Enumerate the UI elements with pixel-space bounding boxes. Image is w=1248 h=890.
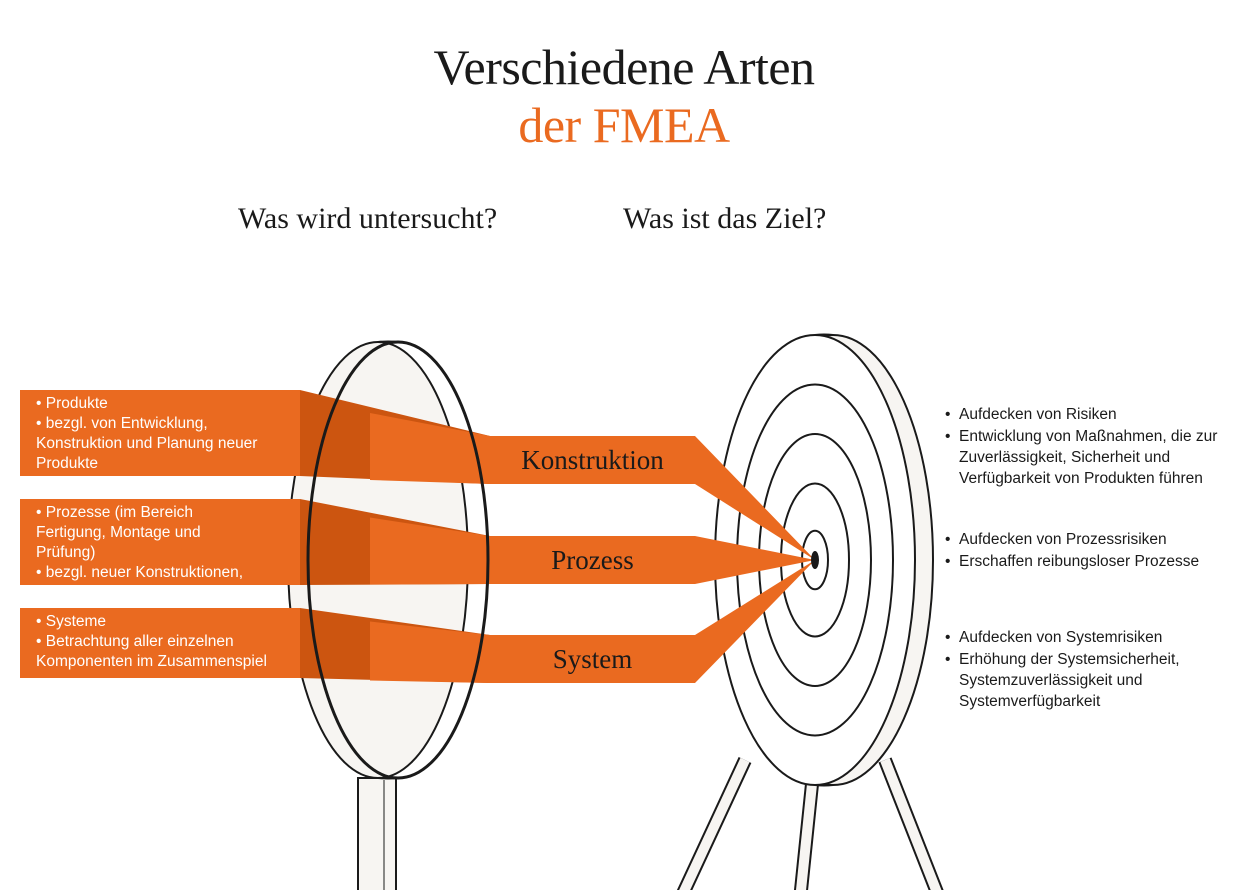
right-bullet-block: Aufdecken von RisikenEntwicklung von Maß… (945, 405, 1235, 491)
svg-text:Prozess: Prozess (551, 545, 634, 575)
svg-text:• Prozesse (im Bereich: • Prozesse (im Bereich (36, 504, 193, 521)
svg-text:• bezgl. neuer Konstruktionen: • bezgl. neuer Konstruktionen, (36, 564, 243, 581)
bullet-item: Entwicklung von Maßnahmen, die zur Zuver… (945, 427, 1235, 490)
svg-text:System: System (553, 644, 633, 674)
svg-text:• Betrachtung aller einzelnen: • Betrachtung aller einzelnen (36, 633, 234, 650)
svg-text:• Produkte: • Produkte (36, 395, 108, 412)
bullet-item: Erschaffen reibungsloser Prozesse (945, 552, 1199, 573)
svg-text:Produkte: Produkte (36, 455, 98, 472)
right-bullet-block: Aufdecken von SystemrisikenErhöhung der … (945, 628, 1235, 714)
bullet-item: Aufdecken von Systemrisiken (945, 628, 1235, 649)
svg-text:Fertigung, Montage und: Fertigung, Montage und (36, 524, 201, 541)
svg-text:Konstruktion und Planung neuer: Konstruktion und Planung neuer (36, 435, 257, 452)
svg-text:Komponenten im Zusammenspiel: Komponenten im Zusammenspiel (36, 653, 267, 670)
bullet-item: Aufdecken von Prozessrisiken (945, 530, 1199, 551)
right-bullet-block: Aufdecken von ProzessrisikenErschaffen r… (945, 530, 1199, 574)
svg-text:• Systeme: • Systeme (36, 613, 106, 630)
svg-text:Technologien und Prozesse: Technologien und Prozesse (36, 584, 226, 601)
svg-text:Konstruktion: Konstruktion (521, 445, 664, 475)
bullet-item: Erhöhung der Systemsicherheit, Systemzuv… (945, 650, 1235, 713)
svg-text:• bezgl. von Entwicklung,: • bezgl. von Entwicklung, (36, 415, 208, 432)
svg-text:Prüfung): Prüfung) (36, 544, 95, 561)
bullet-item: Aufdecken von Risiken (945, 405, 1235, 426)
